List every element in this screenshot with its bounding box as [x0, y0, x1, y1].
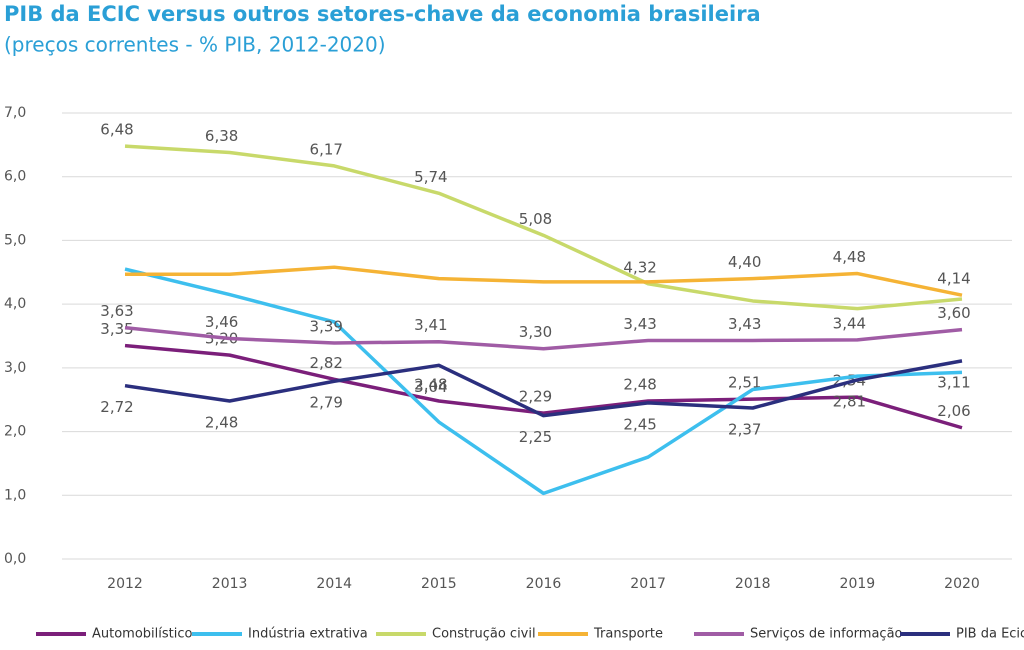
- data-label: 3,43: [623, 315, 656, 333]
- chart-title: PIB da ECIC versus outros setores-chave …: [4, 2, 761, 26]
- x-tick-label: 2016: [526, 576, 562, 592]
- data-label: 2,45: [623, 415, 656, 433]
- data-label: 6,48: [100, 121, 133, 139]
- series-line: [124, 359, 963, 418]
- data-label: 5,74: [414, 168, 447, 186]
- data-label: 2,29: [519, 388, 552, 406]
- legend-label: Transporte: [593, 627, 663, 642]
- x-tick-label: 2015: [421, 576, 457, 592]
- x-tick-label: 2018: [735, 576, 771, 592]
- data-label: 2,48: [623, 375, 656, 393]
- y-tick-label: 6,0: [4, 169, 26, 185]
- series-line: [124, 144, 963, 311]
- legend-label: Indústria extrativa: [248, 627, 368, 642]
- x-tick-label: 2013: [212, 576, 248, 592]
- data-label: 6,17: [310, 140, 343, 158]
- data-label: 2,37: [728, 420, 761, 438]
- data-label: 3,41: [414, 316, 447, 334]
- data-label: 2,48: [205, 413, 238, 431]
- data-label: 2,06: [937, 402, 970, 420]
- y-tick-label: 0,0: [4, 551, 26, 567]
- data-label: 2,72: [100, 398, 133, 416]
- legend-label: Construção civil: [432, 627, 536, 642]
- data-label: 3,35: [100, 320, 133, 338]
- x-tick-label: 2017: [630, 576, 666, 592]
- series-line: [125, 265, 963, 297]
- chart-subtitle: (preços correntes - % PIB, 2012-2020): [4, 33, 386, 57]
- y-tick-label: 5,0: [4, 232, 26, 248]
- series-line: [124, 343, 963, 430]
- data-label: 4,32: [623, 258, 656, 276]
- data-label: 2,82: [310, 354, 343, 372]
- data-label: 2,25: [519, 428, 552, 446]
- data-label: 3,43: [728, 315, 761, 333]
- series-line: [124, 267, 963, 496]
- data-label: 3,63: [100, 302, 133, 320]
- data-label: 2,51: [728, 374, 761, 392]
- data-label: 4,40: [728, 253, 761, 271]
- data-label: 3,39: [310, 318, 343, 336]
- series-line: [124, 325, 963, 351]
- data-label: 2,48: [414, 375, 447, 393]
- legend-label: PIB da Ecic: [956, 627, 1024, 642]
- data-label: 3,04: [414, 378, 447, 396]
- data-label: 3,30: [519, 323, 552, 341]
- x-tick-label: 2012: [107, 576, 143, 592]
- x-tick-label: 2019: [840, 576, 876, 592]
- data-label: 5,08: [519, 210, 552, 228]
- x-tick-label: 2014: [316, 576, 352, 592]
- data-label: 3,44: [833, 314, 866, 332]
- data-label: 3,11: [937, 373, 970, 391]
- legend-label: Serviços de informação: [750, 627, 903, 642]
- y-tick-label: 4,0: [4, 296, 26, 312]
- y-tick-label: 2,0: [4, 424, 26, 440]
- data-label: 4,48: [833, 248, 866, 266]
- data-label: 4,14: [937, 270, 970, 288]
- data-label: 2,81: [833, 392, 866, 410]
- y-tick-label: 1,0: [4, 487, 26, 503]
- legend-label: Automobilístico: [92, 627, 193, 642]
- y-tick-label: 7,0: [4, 105, 26, 121]
- data-label: 3,46: [205, 313, 238, 331]
- data-label: 6,38: [205, 127, 238, 145]
- x-tick-label: 2020: [944, 576, 980, 592]
- data-label: 2,79: [310, 394, 343, 412]
- data-label: 3,60: [937, 304, 970, 322]
- y-tick-label: 3,0: [4, 360, 26, 376]
